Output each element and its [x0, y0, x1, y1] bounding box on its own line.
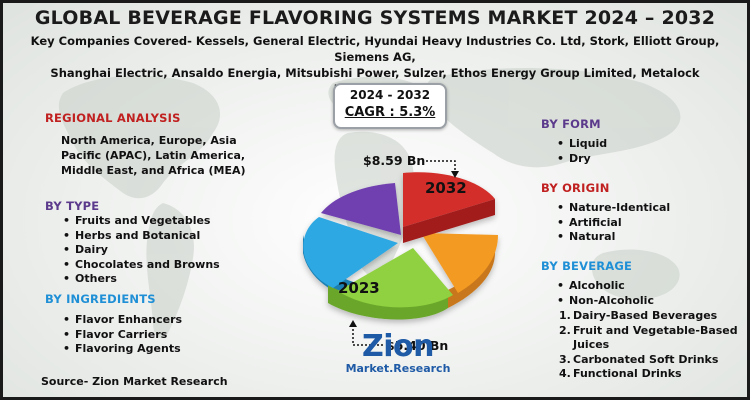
list-item: Natural [555, 230, 670, 245]
regional-analysis-heading: REGIONAL ANALYSIS [45, 111, 181, 125]
list-item: Dry [555, 152, 607, 167]
regional-line-2: Pacific (APAC), Latin America, [61, 149, 246, 162]
item-number: 4. [559, 367, 571, 380]
by-type-list: Fruits and Vegetables Herbs and Botanica… [61, 214, 220, 287]
pie-graphic [303, 160, 498, 346]
list-item: Others [61, 272, 220, 287]
pie-slice-purple [321, 183, 401, 235]
list-item: Nature-Identical [555, 201, 670, 216]
page-title: GLOBAL BEVERAGE FLAVORING SYSTEMS MARKET… [34, 7, 716, 29]
pie-slice-green [338, 248, 453, 308]
by-beverage-heading: BY BEVERAGE [541, 259, 633, 273]
item-number: 1. [559, 309, 571, 322]
list-item: 2. Fruit and Vegetable-Based [559, 324, 738, 339]
list-item: Chocolates and Browns [61, 258, 220, 273]
pie-slice-red [403, 172, 495, 227]
list-item: Flavor Enhancers [61, 313, 182, 328]
item-text: Functional Drinks [573, 367, 682, 380]
callout-line-2032 [426, 160, 456, 173]
list-item: Flavoring Agents [61, 342, 182, 357]
pie-slice-orange [421, 233, 498, 293]
by-type-heading: BY TYPE [45, 199, 100, 213]
callout-arrow-2032 [451, 171, 459, 178]
year-label-2023: 2023 [338, 279, 380, 297]
cagr-box: 2024 - 2032 CAGR : 5.3% [333, 83, 447, 129]
item-text: Dairy-Based Beverages [573, 309, 718, 322]
by-beverage-numbered-list: 1. Dairy-Based Beverages 2. Fruit and Vege… [559, 309, 738, 382]
list-item: Alcoholic [555, 279, 654, 294]
list-item: 1. Dairy-Based Beverages [559, 309, 738, 324]
regional-analysis-text: North America, Europe, Asia Pacific (APA… [61, 133, 246, 178]
regional-line-1: North America, Europe, Asia [61, 134, 237, 147]
list-item: Flavor Carriers [61, 328, 182, 343]
list-item: 4. Functional Drinks [559, 367, 738, 382]
list-item: Liquid [555, 137, 607, 152]
by-origin-heading: BY ORIGIN [541, 181, 610, 195]
cagr-years: 2024 - 2032 [349, 88, 431, 102]
source-note: Source- Zion Market Research [41, 375, 228, 388]
logo-wordmark: Zion [361, 329, 435, 364]
by-beverage-list: Alcoholic Non-Alcoholic [555, 279, 654, 308]
list-item: Juices [559, 338, 738, 353]
list-item: Fruits and Vegetables [61, 214, 220, 229]
cagr-value: CAGR : 5.3% [344, 105, 436, 120]
list-item: Artificial [555, 216, 670, 231]
item-number: 3. [559, 352, 571, 366]
by-ingredients-list: Flavor Enhancers Flavor Carriers Flavori… [61, 313, 182, 357]
by-ingredients-heading: BY INGREDIENTS [45, 292, 156, 306]
list-item: Non-Alcoholic [555, 294, 654, 309]
zion-logo: Zion Market.Research [323, 331, 473, 395]
list-item: Herbs and Botanical [61, 229, 220, 244]
callout-line-2023 [352, 325, 383, 346]
list-item: Dairy [61, 243, 220, 258]
value-label-2023: $5.40 Bn [386, 338, 449, 353]
pie-side-red [403, 199, 495, 243]
year-label-2032: 2032 [425, 179, 467, 197]
pie-slice-blue [303, 217, 398, 288]
by-origin-list: Nature-Identical Artificial Natural [555, 201, 670, 245]
by-form-list: Liquid Dry [555, 137, 607, 166]
logo-subtext: Market.Research [345, 362, 451, 375]
item-text: Carbonated Soft Drinks [573, 352, 719, 366]
value-label-2032: $8.59 Bn [363, 153, 426, 168]
item-text: Fruit and Vegetable-Based [573, 323, 738, 337]
key-companies-line-1: Key Companies Covered- Kessels, General … [30, 34, 720, 64]
regional-line-3: Middle East, and Africa (MEA) [61, 164, 246, 177]
item-text: Juices [573, 338, 610, 351]
callout-arrow-2023 [349, 320, 357, 327]
item-number: 2. [559, 323, 571, 337]
list-item: 3. Carbonated Soft Drinks [559, 353, 738, 368]
by-form-heading: BY FORM [541, 117, 601, 131]
